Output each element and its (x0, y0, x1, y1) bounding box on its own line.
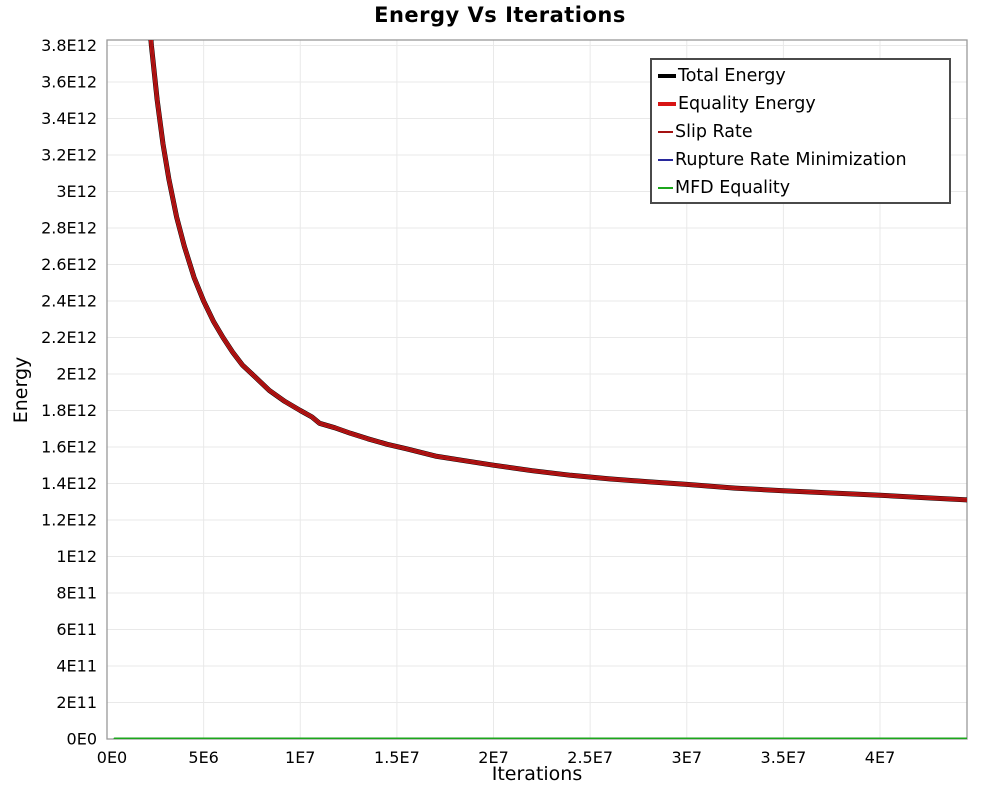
y-tick-label: 2E12 (56, 364, 97, 383)
y-tick-label: 3.6E12 (41, 72, 97, 91)
y-tick-label: 1.8E12 (41, 401, 97, 420)
y-tick-label: 3.8E12 (41, 36, 97, 55)
legend-label: MFD Equality (675, 178, 791, 198)
y-tick-label: 1E12 (56, 547, 97, 566)
x-axis-title: Iterations (491, 763, 583, 785)
legend-label: Equality Energy (678, 94, 816, 114)
legend-label: Rupture Rate Minimization (675, 150, 907, 170)
y-tick-label: 2.2E12 (41, 328, 97, 347)
x-tick-label: 3.5E7 (761, 748, 807, 767)
x-tick-label: 4E7 (865, 748, 895, 767)
y-tick-label: 1.6E12 (41, 437, 97, 456)
legend-item: MFD Equality (658, 174, 949, 202)
y-tick-label: 4E11 (56, 656, 97, 675)
y-tick-label: 3.4E12 (41, 109, 97, 128)
legend-item: Rupture Rate Minimization (658, 146, 949, 174)
y-tick-label: 1.2E12 (41, 510, 97, 529)
legend-label: Slip Rate (675, 122, 753, 142)
legend-line-swatch (658, 187, 673, 189)
x-tick-label: 2E7 (478, 748, 508, 767)
x-tick-label: 2.5E7 (567, 748, 613, 767)
x-tick-label: 5E6 (188, 748, 218, 767)
legend-item: Total Energy (658, 62, 949, 90)
y-tick-label: 1.4E12 (41, 474, 97, 493)
series-line-slip-rate (149, 40, 967, 502)
legend-line-swatch (658, 131, 673, 133)
legend-line-swatch (658, 159, 673, 161)
legend-line-swatch (658, 102, 676, 106)
y-tick-label: 3.2E12 (41, 145, 97, 164)
legend-label: Total Energy (678, 66, 786, 86)
y-tick-label: 2.6E12 (41, 255, 97, 274)
legend-item: Slip Rate (658, 118, 949, 146)
legend: Total Energy Equality Energy Slip Rate Rupt… (650, 58, 951, 204)
chart-title: Energy Vs Iterations (374, 3, 626, 27)
y-tick-label: 8E11 (56, 583, 97, 602)
legend-item: Equality Energy (658, 90, 949, 118)
y-tick-label: 2.4E12 (41, 291, 97, 310)
y-axis-title: Energy (10, 356, 32, 424)
x-tick-label: 1.5E7 (374, 748, 420, 767)
legend-line-swatch (658, 74, 676, 78)
y-tick-label: 6E11 (56, 620, 97, 639)
x-tick-label: 0E0 (97, 748, 127, 767)
y-tick-label: 3E12 (56, 182, 97, 201)
x-tick-label: 1E7 (285, 748, 315, 767)
y-tick-label: 0E0 (67, 730, 97, 749)
y-tick-label: 2.8E12 (41, 218, 97, 237)
x-tick-label: 3E7 (672, 748, 702, 767)
y-tick-label: 2E11 (56, 693, 97, 712)
